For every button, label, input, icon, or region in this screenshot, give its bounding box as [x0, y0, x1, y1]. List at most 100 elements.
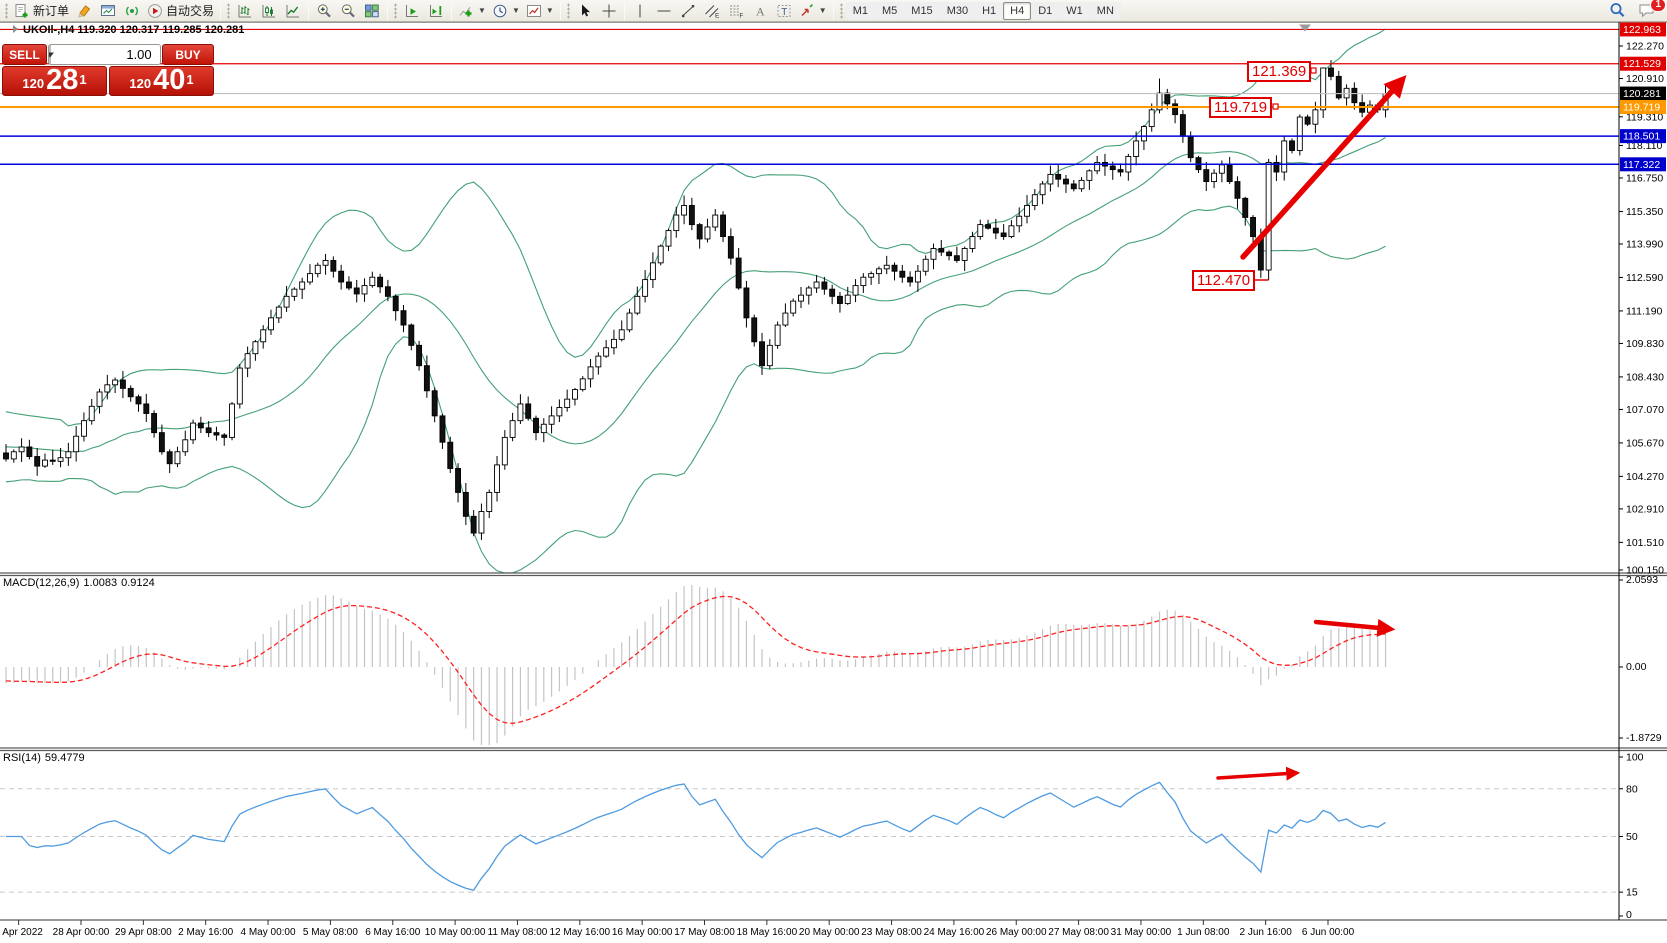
fibonacci-button[interactable]: F — [725, 1, 747, 21]
horizontal-line-icon — [656, 3, 672, 19]
toolbar-separator — [387, 1, 389, 20]
signals-button[interactable] — [121, 1, 143, 21]
time-axis-label: 2 May 16:00 — [178, 927, 233, 938]
timeframe-m1[interactable]: M1 — [845, 1, 875, 20]
sell-price[interactable]: 120 28 1 — [2, 66, 107, 96]
toolbar-grip[interactable] — [394, 2, 398, 19]
time-axis-label: 29 Apr 08:00 — [115, 927, 172, 938]
tile-windows-button[interactable] — [361, 1, 383, 21]
svg-text:105.670: 105.670 — [1626, 437, 1664, 449]
text-label-button[interactable]: T — [773, 1, 795, 21]
arrow-objects-icon — [799, 3, 815, 19]
chart-shift-button[interactable] — [425, 1, 447, 21]
horizontal-line-button[interactable] — [653, 1, 675, 21]
vertical-line-button[interactable] — [629, 1, 651, 21]
timeframe-m15[interactable]: M15 — [904, 1, 940, 20]
price-callout[interactable]: 119.719 — [1209, 97, 1273, 118]
auto-scroll-icon — [404, 3, 420, 19]
channel-icon: E — [704, 3, 720, 19]
sell-button[interactable]: SELL — [2, 44, 47, 65]
toolbar-separator — [832, 1, 834, 20]
trendline-button[interactable] — [677, 1, 699, 21]
cursor-button[interactable] — [574, 1, 596, 21]
new-order-button[interactable]: 新订单 — [12, 1, 71, 21]
auto-trading-button[interactable]: 自动交易 — [145, 1, 216, 21]
chart-title-text: UKOIl-,H4 119.320 120.317 119.285 120.28… — [23, 24, 245, 36]
svg-text:101.510: 101.510 — [1626, 537, 1664, 549]
trendline-icon — [680, 3, 696, 19]
svg-text:109.830: 109.830 — [1626, 338, 1664, 350]
svg-text:T: T — [781, 6, 787, 17]
chevron-down-icon: ▼ — [478, 6, 486, 15]
time-axis-label: 10 May 00:00 — [425, 927, 486, 938]
new-order-label: 新订单 — [33, 4, 70, 18]
toolbar-grip[interactable] — [227, 2, 231, 19]
timeframe-d1[interactable]: D1 — [1031, 1, 1060, 20]
timeframe-h1[interactable]: H1 — [975, 1, 1004, 20]
volume-decrease-button[interactable] — [49, 45, 54, 64]
zoom-in-button[interactable] — [313, 1, 335, 21]
toolbar-grip[interactable] — [566, 2, 570, 19]
toolbar-grip[interactable] — [839, 2, 843, 19]
crosshair-button[interactable] — [598, 1, 620, 21]
macd-value-main: 1.0083 — [83, 577, 118, 589]
svg-text:0: 0 — [1626, 909, 1632, 921]
timeframe-mn[interactable]: MN — [1089, 1, 1121, 20]
chart-shift-marker[interactable] — [1299, 24, 1311, 32]
price-callout[interactable]: 121.369 — [1247, 61, 1312, 82]
time-axis-label: 31 May 00:00 — [1111, 927, 1172, 938]
zoom-out-button[interactable] — [337, 1, 359, 21]
price-chip — [1620, 99, 1666, 114]
periods-button[interactable]: ▼ — [490, 1, 522, 21]
auto-scroll-button[interactable] — [401, 1, 423, 21]
notifications-button[interactable]: 1 — [1636, 0, 1666, 21]
chevron-down-icon: ▼ — [511, 6, 520, 15]
timeframe-m30[interactable]: M30 — [939, 1, 976, 20]
toolbar-separator — [559, 1, 561, 20]
chevron-down-icon: ▼ — [545, 6, 554, 15]
line-chart-button[interactable] — [282, 1, 304, 21]
toolbar-separator — [308, 1, 310, 20]
price-chip — [1620, 56, 1666, 71]
svg-text:100: 100 — [1626, 752, 1644, 764]
indicators-button[interactable]: ▼ — [456, 1, 488, 21]
time-axis-label: 17 May 08:00 — [674, 927, 735, 938]
templates-button[interactable]: ▼ — [524, 1, 556, 21]
toolbar: 新订单 自动交易 ▼ — [0, 0, 1667, 22]
arrows-button[interactable]: ▼ — [797, 1, 829, 21]
time-axis-label: 27 May 08:00 — [1048, 927, 1109, 938]
chart-collapse-icon[interactable] — [13, 25, 18, 33]
toolbar-grip[interactable] — [5, 2, 8, 19]
bar-chart-button[interactable] — [234, 1, 256, 21]
vertical-line-icon — [633, 3, 647, 19]
notification-badge: 1 — [1650, 0, 1666, 12]
tile-windows-icon — [364, 3, 380, 19]
volume-input[interactable] — [51, 45, 160, 64]
time-axis-label: 24 May 16:00 — [924, 927, 985, 938]
candlestick-chart-button[interactable] — [258, 1, 280, 21]
buy-button[interactable]: BUY — [162, 44, 214, 65]
svg-text:115.350: 115.350 — [1626, 206, 1663, 218]
buy-price[interactable]: 120 40 1 — [109, 66, 214, 96]
timeframe-m5[interactable]: M5 — [875, 1, 905, 20]
text-button[interactable]: A — [749, 1, 771, 21]
timeframe-w1[interactable]: W1 — [1059, 1, 1090, 20]
equidistant-channel-button[interactable]: E — [701, 1, 723, 21]
svg-text:-1.8729: -1.8729 — [1626, 732, 1662, 744]
timeframe-h4[interactable]: H4 — [1003, 1, 1032, 20]
trend-arrows[interactable] — [1216, 75, 1407, 781]
svg-text:104.270: 104.270 — [1626, 471, 1664, 483]
rsi-label: RSI(14) 59.4779 — [3, 752, 89, 764]
market-watch-window-button[interactable] — [97, 1, 119, 21]
chart-canvas[interactable]: 122.270120.910119.310118.110116.750115.3… — [0, 22, 1667, 943]
price-callout[interactable]: 112.470 — [1192, 270, 1256, 291]
highlighter-button[interactable] — [73, 1, 95, 21]
sell-price-big: 28 — [46, 64, 79, 96]
macd-trend-arrow — [1313, 618, 1396, 637]
search-button[interactable] — [1606, 1, 1628, 21]
rsi-indicator — [0, 781, 1619, 893]
svg-text:120.910: 120.910 — [1626, 73, 1664, 85]
svg-text:100.150: 100.150 — [1626, 565, 1664, 577]
buy-price-big: 40 — [153, 64, 186, 96]
time-axis-label: 6 Jun 00:00 — [1302, 927, 1355, 938]
